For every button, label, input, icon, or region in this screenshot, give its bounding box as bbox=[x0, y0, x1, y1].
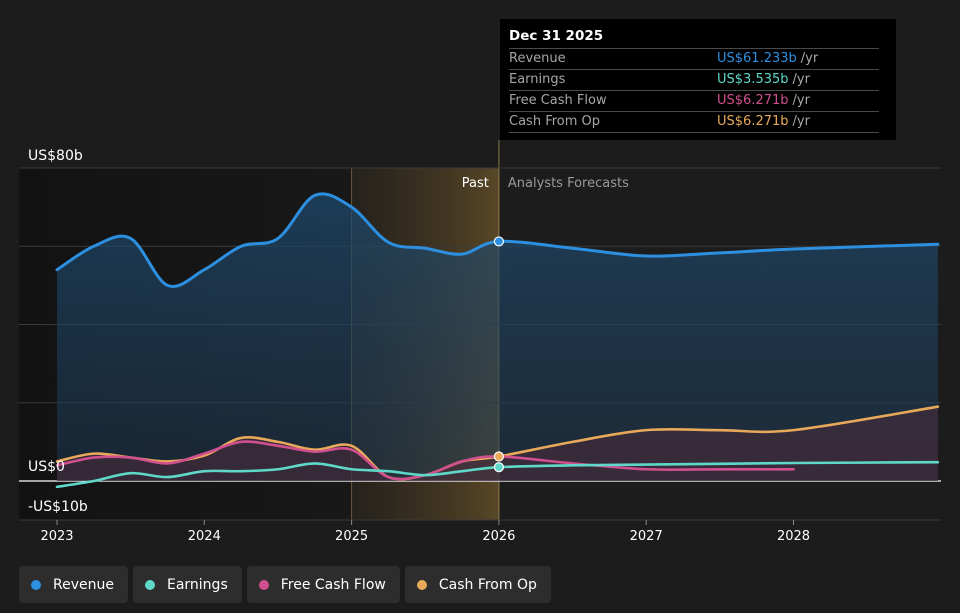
tooltip-unit: /yr bbox=[792, 72, 810, 87]
tooltip-label: Revenue bbox=[509, 51, 566, 66]
legend-item-cash-from-op[interactable]: Cash From Op bbox=[404, 566, 551, 603]
tooltip-label: Cash From Op bbox=[509, 114, 601, 129]
tooltip-unit: /yr bbox=[800, 51, 819, 66]
tooltip: Dec 31 2025 Revenue US$61.233b /yr Earni… bbox=[500, 19, 896, 140]
cash-from-op-area bbox=[57, 406, 938, 481]
revenue-area bbox=[57, 193, 938, 481]
legend-item-revenue[interactable]: Revenue bbox=[19, 566, 128, 603]
tooltip-row-earnings: Earnings US$3.535b /yr bbox=[509, 69, 879, 90]
tooltip-value: US$6.271b bbox=[717, 114, 789, 129]
y-axis-label: US$0 bbox=[28, 459, 65, 475]
tooltip-unit: /yr bbox=[792, 114, 810, 129]
legend-item-free-cash-flow[interactable]: Free Cash Flow bbox=[246, 566, 400, 603]
legend-label: Earnings bbox=[166, 576, 228, 593]
x-tick-label: 2023 bbox=[40, 529, 73, 544]
tooltip-unit: /yr bbox=[792, 93, 810, 108]
free-cash-flow-line bbox=[55, 440, 795, 481]
x-tick-label: 2028 bbox=[777, 529, 810, 544]
y-axis-label: US$80b bbox=[28, 148, 83, 164]
tooltip-label: Free Cash Flow bbox=[509, 93, 607, 108]
tooltip-row-revenue: Revenue US$61.233b /yr bbox=[509, 48, 879, 69]
tooltip-value: US$6.271b bbox=[717, 93, 789, 108]
free-cash-flow-dot-icon bbox=[258, 579, 269, 590]
y-axis-label: -US$10b bbox=[28, 499, 88, 515]
earnings-marker bbox=[493, 462, 504, 473]
legend-label: Cash From Op bbox=[438, 576, 537, 593]
cash-from-op-dot-icon bbox=[416, 579, 427, 590]
tooltip-row-cash-from-op: Cash From Op US$6.271b /yr bbox=[509, 111, 879, 133]
legend-label: Free Cash Flow bbox=[280, 576, 386, 593]
x-tick-label: 2027 bbox=[630, 529, 663, 544]
revenue-line bbox=[55, 192, 940, 288]
x-tick-label: 2024 bbox=[188, 529, 221, 544]
forecast-label: Analysts Forecasts bbox=[508, 176, 629, 191]
past-label: Past bbox=[462, 176, 489, 191]
cash-from-op-marker bbox=[493, 451, 504, 462]
legend-item-earnings[interactable]: Earnings bbox=[132, 566, 242, 603]
revenue-dot-icon bbox=[31, 579, 41, 590]
tooltip-value: US$3.535b bbox=[717, 72, 789, 87]
tooltip-value: US$61.233b bbox=[717, 51, 797, 66]
legend-label: Revenue bbox=[53, 576, 114, 593]
tooltip-label: Earnings bbox=[509, 72, 566, 87]
x-tick-label: 2025 bbox=[335, 529, 368, 544]
earnings-dot-icon bbox=[144, 579, 155, 590]
tooltip-date: Dec 31 2025 bbox=[509, 28, 604, 44]
legend: Revenue Earnings Free Cash Flow Cash Fro… bbox=[19, 566, 551, 603]
x-tick-label: 2026 bbox=[482, 529, 515, 544]
tooltip-row-free-cash-flow: Free Cash Flow US$6.271b /yr bbox=[509, 90, 879, 111]
revenue-marker bbox=[493, 236, 504, 247]
earnings-line bbox=[55, 460, 940, 489]
